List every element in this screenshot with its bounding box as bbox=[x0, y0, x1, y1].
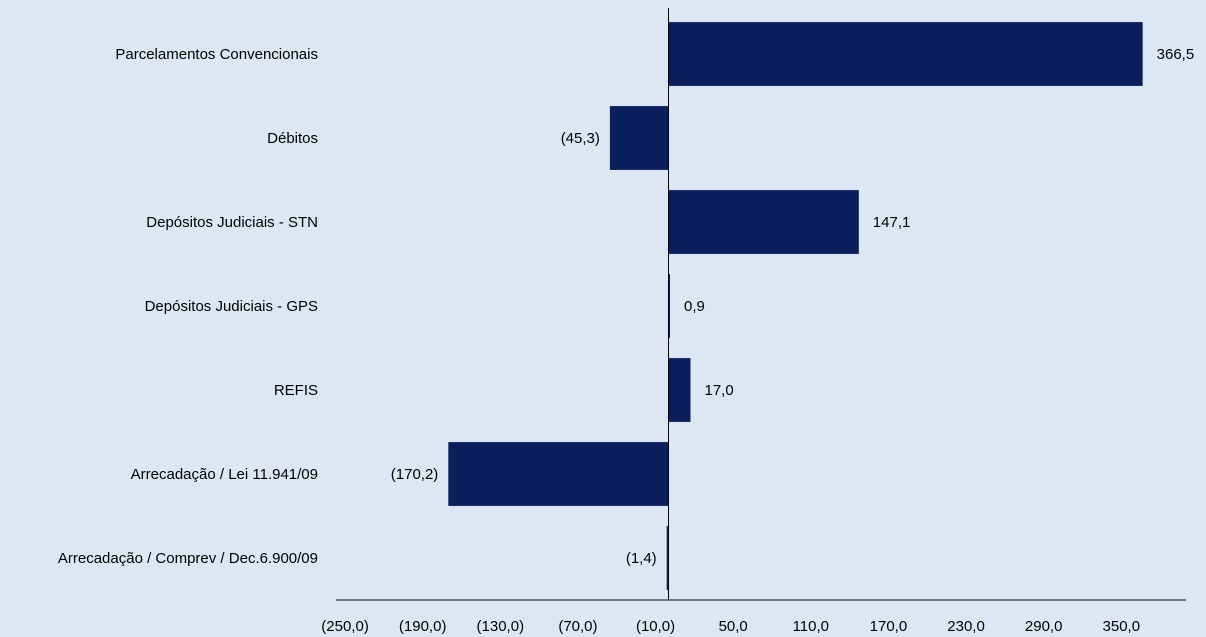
bar-3 bbox=[668, 274, 670, 338]
bar-6 bbox=[666, 526, 669, 590]
x-tick-label-7: 170,0 bbox=[870, 618, 908, 635]
data-label-5: (170,2) bbox=[391, 466, 439, 483]
x-tick-label-4: (10,0) bbox=[636, 618, 675, 635]
x-tick-label-9: 290,0 bbox=[1025, 618, 1063, 635]
category-labels: Parcelamentos Convencionais Débitos Depósi… bbox=[58, 46, 318, 567]
x-tick-label-1: (190,0) bbox=[399, 618, 447, 635]
category-label-5: Arrecadação / Lei 11.941/09 bbox=[131, 466, 318, 483]
x-tick-label-5: 50,0 bbox=[719, 618, 748, 635]
bar-4 bbox=[668, 358, 691, 422]
data-label-1: (45,3) bbox=[561, 130, 600, 147]
data-label-3: 0,9 bbox=[684, 298, 705, 315]
x-tick-label-10: 350,0 bbox=[1103, 618, 1141, 635]
bar-1 bbox=[609, 106, 669, 170]
x-tick-label-3: (70,0) bbox=[558, 618, 597, 635]
bars-layer bbox=[448, 22, 1143, 590]
data-labels: 366,5 (45,3) 147,1 0,9 17,0 (170,2) (1,4) bbox=[391, 46, 1194, 567]
data-label-6: (1,4) bbox=[626, 550, 657, 567]
data-label-4: 17,0 bbox=[704, 382, 733, 399]
bar-0 bbox=[668, 22, 1143, 86]
x-tick-label-2: (130,0) bbox=[477, 618, 525, 635]
bar-2 bbox=[668, 190, 859, 254]
x-tick-label-8: 230,0 bbox=[947, 618, 985, 635]
data-label-0: 366,5 bbox=[1157, 46, 1195, 63]
category-label-6: Arrecadação / Comprev / Dec.6.900/09 bbox=[58, 550, 318, 567]
bar-5 bbox=[448, 442, 669, 506]
x-axis: (250,0) (190,0) (130,0) (70,0) (10,0) 50,0 110… bbox=[321, 8, 1186, 635]
category-label-1: Débitos bbox=[267, 130, 318, 147]
category-label-4: REFIS bbox=[274, 382, 318, 399]
category-label-0: Parcelamentos Convencionais bbox=[115, 46, 318, 63]
category-label-2: Depósitos Judiciais - STN bbox=[146, 214, 318, 231]
x-tick-label-0: (250,0) bbox=[321, 618, 369, 635]
x-tick-label-6: 110,0 bbox=[793, 618, 829, 635]
category-label-3: Depósitos Judiciais - GPS bbox=[145, 298, 318, 315]
data-label-2: 147,1 bbox=[873, 214, 911, 231]
